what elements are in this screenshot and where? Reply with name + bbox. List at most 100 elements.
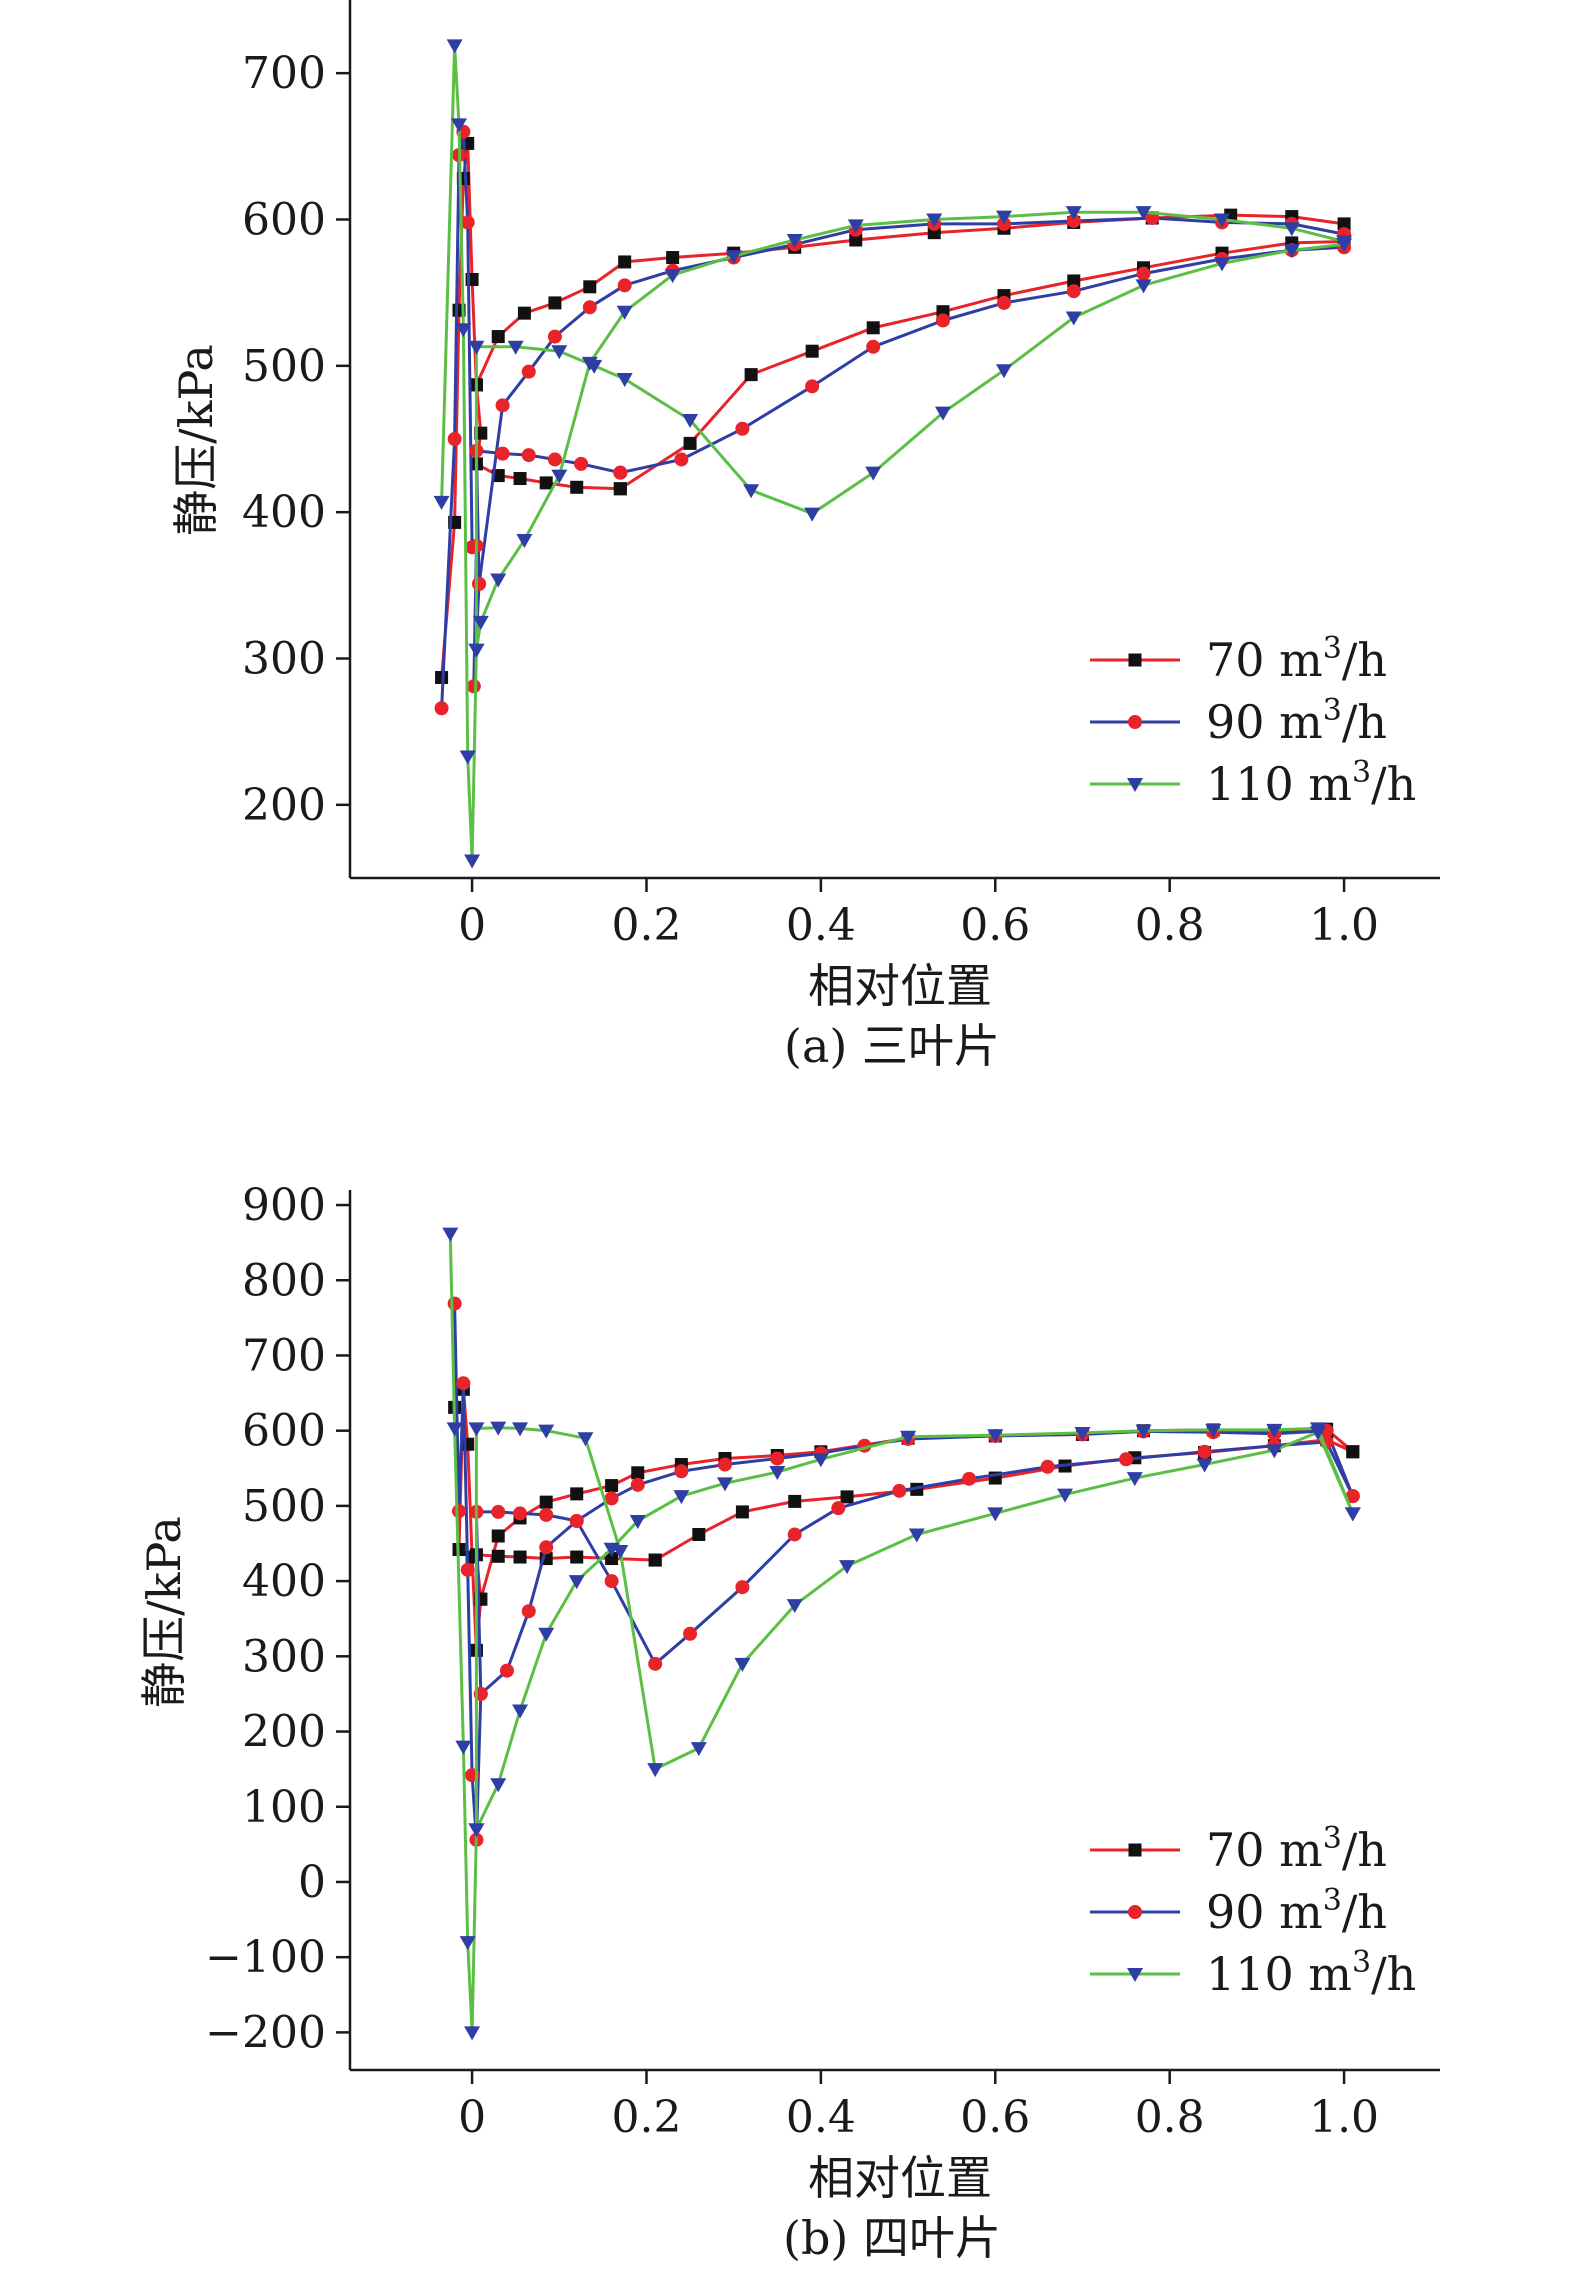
data-point [461, 1437, 475, 1451]
chart-b-y-tick-label: −200 [205, 2007, 326, 2058]
data-point [735, 421, 750, 436]
data-point [987, 1429, 1004, 1444]
chart-a-y-tick-label: 700 [242, 48, 326, 99]
data-point [648, 1656, 663, 1671]
chart-b-ylabel: 静压/kPa [137, 1516, 191, 1708]
data-point [1266, 1444, 1283, 1459]
data-point [472, 615, 489, 630]
chart-b-y-tick-label: 700 [242, 1330, 326, 1381]
data-point [1283, 244, 1300, 259]
data-point [786, 1599, 803, 1614]
chart-b-y-tick-label: 300 [242, 1631, 326, 1682]
data-point [847, 219, 864, 234]
data-point [840, 1490, 854, 1504]
data-point [604, 1491, 619, 1506]
chart-a-series-2 [434, 124, 1352, 716]
data-point [631, 1466, 645, 1480]
data-point [538, 1424, 555, 1439]
data-point [539, 1540, 554, 1555]
chart-b-y-tick-label: 100 [242, 1782, 326, 1833]
data-point [460, 215, 475, 230]
data-point [647, 1763, 664, 1778]
data-point [521, 364, 536, 379]
data-point [725, 250, 742, 265]
data-point [456, 1376, 471, 1391]
chart-a-ylabel: 静压/kPa [169, 344, 223, 536]
chart-b-y-tick-label: 500 [242, 1481, 326, 1532]
legend-marker [1128, 1905, 1142, 1919]
chart-a-x-tick-label: 0 [458, 900, 486, 951]
data-point [569, 1513, 584, 1528]
chart-b-series-3 [442, 1227, 1361, 2041]
chart-a-y-tick-label: 500 [242, 341, 326, 392]
data-point [548, 296, 562, 310]
data-point [1283, 222, 1300, 237]
data-point [618, 255, 632, 269]
data-point [866, 321, 880, 335]
chart-b-series-1 [448, 1382, 1360, 1657]
data-point [682, 413, 699, 428]
data-point [452, 1504, 466, 1519]
data-point [570, 480, 584, 494]
data-point [1345, 1489, 1360, 1504]
data-point [551, 469, 568, 484]
data-point [521, 448, 536, 463]
data-point [770, 1451, 785, 1466]
chart-a-x-tick-label: 0.4 [786, 900, 856, 951]
data-point [513, 1550, 527, 1564]
data-point [464, 854, 481, 869]
chart-b-series-2 [447, 1296, 1360, 1847]
data-point [435, 671, 449, 685]
legend-marker [1128, 1843, 1142, 1857]
data-point [495, 446, 510, 461]
data-point [617, 278, 632, 293]
data-point [539, 1507, 554, 1522]
data-point [849, 233, 863, 247]
data-point [538, 1627, 555, 1642]
data-point [683, 436, 697, 450]
chart-b-y-tick-label: 900 [242, 1180, 326, 1231]
data-point [908, 1528, 925, 1543]
data-point [516, 533, 533, 548]
legend-marker [1128, 653, 1142, 667]
legend-label: 70 m3/h [1206, 1821, 1387, 1877]
data-point [495, 398, 510, 413]
data-point [1136, 266, 1151, 281]
data-point [499, 1663, 514, 1678]
data-point [512, 1422, 529, 1437]
chart-a-xlabel: 相对位置 [808, 959, 992, 1013]
data-point [1197, 1444, 1212, 1459]
data-point [1066, 284, 1081, 299]
data-point [788, 1494, 802, 1508]
data-point [616, 305, 633, 320]
data-point [1214, 257, 1230, 272]
data-point [581, 356, 598, 371]
data-point [1040, 1459, 1055, 1474]
data-point [507, 340, 524, 355]
data-point [491, 1504, 506, 1519]
chart-a-x-tick-label: 1.0 [1309, 900, 1379, 951]
legend-label: 70 m3/h [1206, 631, 1387, 687]
data-point [466, 679, 481, 694]
chart-a-series-3 [433, 39, 1353, 869]
chart-b-caption: (b) 四叶片 [783, 2211, 1001, 2265]
chart-a-y-tick-label: 400 [242, 487, 326, 538]
chart-a-y-tick-label: 600 [242, 195, 326, 246]
data-point [513, 1506, 528, 1521]
data-point [568, 1575, 585, 1590]
data-point [805, 379, 820, 394]
data-point [603, 1542, 620, 1557]
data-point [613, 465, 628, 480]
series-line [474, 210, 1345, 650]
series-line [453, 1303, 1355, 1842]
data-point [805, 344, 819, 358]
data-point [1346, 1445, 1360, 1459]
data-point [468, 1823, 485, 1838]
data-point [743, 484, 760, 499]
data-point [455, 1740, 472, 1755]
legend-label: 90 m3/h [1206, 1883, 1387, 1939]
data-point [491, 1529, 505, 1543]
chart-a-y-tick-label: 200 [242, 780, 326, 831]
data-point [468, 1422, 485, 1437]
